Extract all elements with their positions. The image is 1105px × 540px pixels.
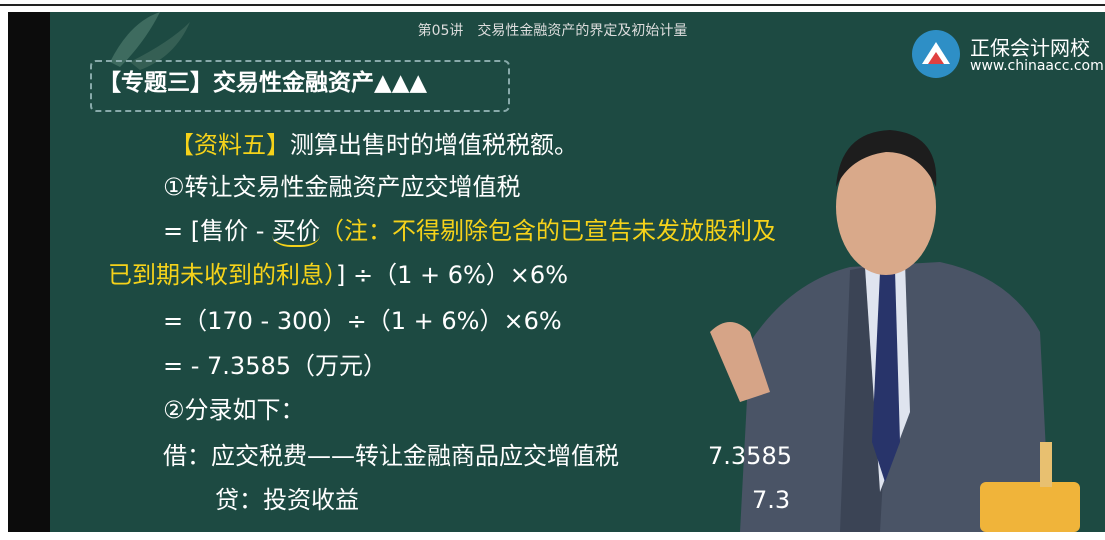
credit-amount: 7.3 <box>752 485 790 515</box>
content-line: 【资料五】测算出售时的增值税税额。 <box>170 130 578 160</box>
content-line: ①转让交易性金融资产应交增值税 <box>163 172 521 202</box>
pencil-cup <box>980 482 1080 532</box>
content-line: =（170 - 300）÷（1 + 6%）×6% <box>163 306 562 336</box>
video-frame: 第05讲 交易性金融资产的界定及初始计量 正保会计网校 www.chinaacc… <box>0 0 1105 540</box>
logo-url: www.chinaacc.com <box>970 58 1105 74</box>
note-text: （注：不得剔除包含的已宣告未发放股利及 <box>320 217 776 245</box>
logo-name: 正保会计网校 <box>970 32 1090 61</box>
ruler <box>1040 442 1052 487</box>
note-text: 已到期未收到的利息） <box>108 261 336 289</box>
line-text: = [售价 - <box>163 217 272 245</box>
material-tag: 【资料五】 <box>170 131 290 159</box>
logo-icon <box>910 30 964 78</box>
content-line: 已到期未收到的利息）] ÷（1 + 6%）×6% <box>108 260 568 290</box>
debit-entry: 借：应交税费——转让金融商品应交增值税 <box>163 441 619 471</box>
content-line: = [售价 - 买价（注：不得剔除包含的已宣告未发放股利及 <box>163 216 776 246</box>
topic-title: 【专题三】交易性金融资产▲▲▲ <box>98 68 427 98</box>
line-text: 测算出售时的增值税税额。 <box>290 131 578 159</box>
content-line: ②分录如下： <box>163 395 305 425</box>
debit-amount: 7.3585 <box>708 441 792 471</box>
left-strip <box>8 12 50 532</box>
underlined-text: 买价 <box>272 217 320 247</box>
bottom-margin <box>0 532 1105 540</box>
top-rule <box>0 4 1105 6</box>
line-text: ] ÷（1 + 6%）×6% <box>336 261 568 289</box>
credit-entry: 贷：投资收益 <box>215 485 359 515</box>
content-line: = - 7.3585（万元） <box>163 351 387 381</box>
